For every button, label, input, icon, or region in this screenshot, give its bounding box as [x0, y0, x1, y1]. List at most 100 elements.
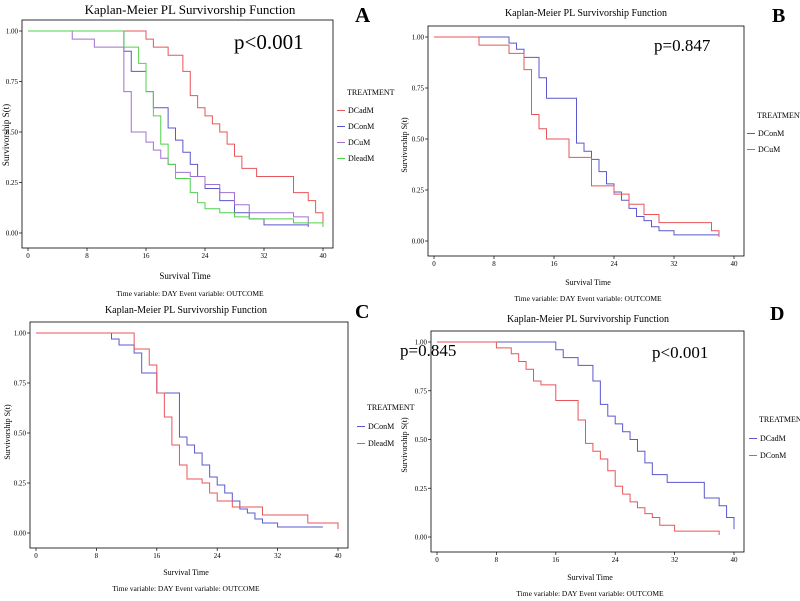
series-line-dcum	[434, 36, 720, 237]
y-tick-label: 0.00	[415, 534, 428, 542]
series-line-dconm	[36, 332, 323, 528]
y-axis-label: Survivorship S(t)	[400, 117, 409, 173]
chart-title: Kaplan-Meier PL Survivorship Function	[505, 8, 667, 19]
chart-title: Kaplan-Meier PL Survivorship Function	[85, 2, 296, 17]
plot-frame	[427, 25, 745, 257]
legend-title: TREATMENT	[347, 88, 395, 97]
y-tick-label: 0.75	[6, 78, 19, 86]
x-tick-label: 16	[153, 552, 161, 560]
x-tick-label: 32	[671, 260, 679, 268]
y-axis-label: Survivorship S(t)	[400, 417, 409, 473]
x-tick-label: 0	[435, 556, 439, 564]
y-tick-label: 0.50	[6, 129, 19, 137]
p-value-annotation: p=0.847	[654, 36, 711, 55]
legend-entry: DleadM	[368, 439, 394, 448]
legend-entry: DConM	[368, 422, 394, 431]
legend-entry: DCadM	[348, 106, 374, 115]
x-tick-label: 8	[495, 556, 499, 564]
x-axis-label: Survival Time	[567, 573, 613, 582]
x-tick-label: 0	[34, 552, 38, 560]
variables-note: Time variable: DAY Event variable: OUTCO…	[514, 294, 662, 303]
legend-entry: DCuM	[348, 138, 370, 147]
y-tick-label: 0.00	[412, 238, 425, 246]
series-line-dconm	[434, 36, 719, 236]
x-tick-label: 16	[143, 252, 151, 260]
p-value-annotation: p<0.001	[234, 30, 304, 54]
series-line-dconm	[437, 341, 720, 536]
x-axis-label: Survival Time	[565, 278, 611, 287]
y-tick-label: 0.00	[6, 230, 19, 238]
x-tick-label: 32	[261, 252, 269, 260]
series-line-dcadm	[28, 30, 324, 225]
legend-entry: DCadM	[760, 434, 786, 443]
y-tick-label: 1.00	[415, 339, 428, 347]
legend-entry: DleadM	[348, 154, 374, 163]
x-tick-label: 8	[95, 552, 99, 560]
y-tick-label: 0.50	[412, 136, 425, 144]
legend-title: TREATMENT	[757, 111, 800, 120]
panel-letter: A	[355, 3, 371, 27]
legend-entry: DConM	[758, 129, 784, 138]
chart-title: Kaplan-Meier PL Survivorship Function	[507, 314, 669, 325]
x-tick-label: 8	[492, 260, 496, 268]
legend-entry: DConM	[760, 451, 786, 460]
panel-letter: C	[355, 301, 369, 323]
series-line-dconm	[28, 30, 309, 227]
panel-c: Kaplan-Meier PL Survivorship Function 0 8 1…	[3, 301, 456, 593]
y-tick-label: 0.00	[14, 530, 27, 538]
plot-frame	[430, 330, 745, 553]
legend-entry: DConM	[348, 122, 374, 131]
y-tick-label: 0.75	[415, 387, 428, 395]
variables-note: Time variable: DAY Event variable: OUTCO…	[112, 584, 260, 593]
panel-b: Kaplan-Meier PL Survivorship Function 0 8 1…	[400, 5, 800, 303]
x-tick-label: 32	[671, 556, 679, 564]
x-tick-label: 8	[85, 252, 89, 260]
plot-frame	[21, 19, 334, 249]
y-tick-label: 0.25	[6, 179, 19, 187]
y-axis-label: Survivorship S(t)	[3, 404, 12, 460]
p-value-annotation: p<0.001	[652, 343, 708, 362]
x-tick-label: 40	[731, 556, 739, 564]
y-tick-label: 0.75	[14, 380, 27, 388]
x-tick-label: 24	[611, 260, 619, 268]
series-line-dleadm	[28, 30, 324, 227]
x-axis-label: Survival Time	[163, 568, 209, 577]
x-tick-label: 32	[274, 552, 282, 560]
plot-frame	[29, 321, 349, 549]
x-tick-label: 0	[432, 260, 436, 268]
y-axis-label: Survivorship S(t)	[1, 104, 11, 166]
x-tick-label: 40	[731, 260, 739, 268]
x-tick-label: 40	[320, 252, 328, 260]
panel-letter: B	[772, 5, 785, 27]
y-tick-label: 1.00	[6, 28, 19, 36]
x-tick-label: 24	[214, 552, 222, 560]
y-tick-label: 1.00	[14, 330, 27, 338]
p-value-annotation: p=0.845	[400, 341, 456, 360]
y-tick-label: 0.25	[412, 187, 425, 195]
panel-a: Kaplan-Meier PL Survivorship Function 0 8 1…	[1, 2, 395, 298]
y-tick-label: 0.50	[14, 430, 27, 438]
panel-d: Kaplan-Meier PL Survivorship Function 0 8 1…	[400, 303, 800, 598]
y-tick-label: 0.25	[415, 485, 428, 493]
x-tick-label: 16	[551, 260, 559, 268]
x-axis-label: Survival Time	[159, 271, 210, 281]
x-tick-label: 24	[612, 556, 620, 564]
legend-title: TREATMENT	[367, 403, 415, 412]
x-tick-label: 16	[552, 556, 560, 564]
panel-letter: D	[770, 303, 784, 325]
x-tick-label: 40	[335, 552, 343, 560]
variables-note: Time variable: DAY Event variable: OUTCO…	[516, 589, 664, 598]
series-line-dleadm	[36, 332, 339, 529]
x-tick-label: 0	[26, 252, 30, 260]
chart-title: Kaplan-Meier PL Survivorship Function	[105, 305, 267, 316]
variables-note: Time variable: DAY Event variable: OUTCO…	[116, 289, 264, 298]
legend-title: TREATMENT	[759, 415, 800, 424]
series-line-dcadm	[437, 341, 735, 530]
y-tick-label: 0.25	[14, 480, 27, 488]
y-tick-label: 0.50	[415, 436, 428, 444]
legend-entry: DCuM	[758, 145, 780, 154]
y-tick-label: 0.75	[412, 85, 425, 93]
x-tick-label: 24	[202, 252, 210, 260]
y-tick-label: 1.00	[412, 34, 425, 42]
